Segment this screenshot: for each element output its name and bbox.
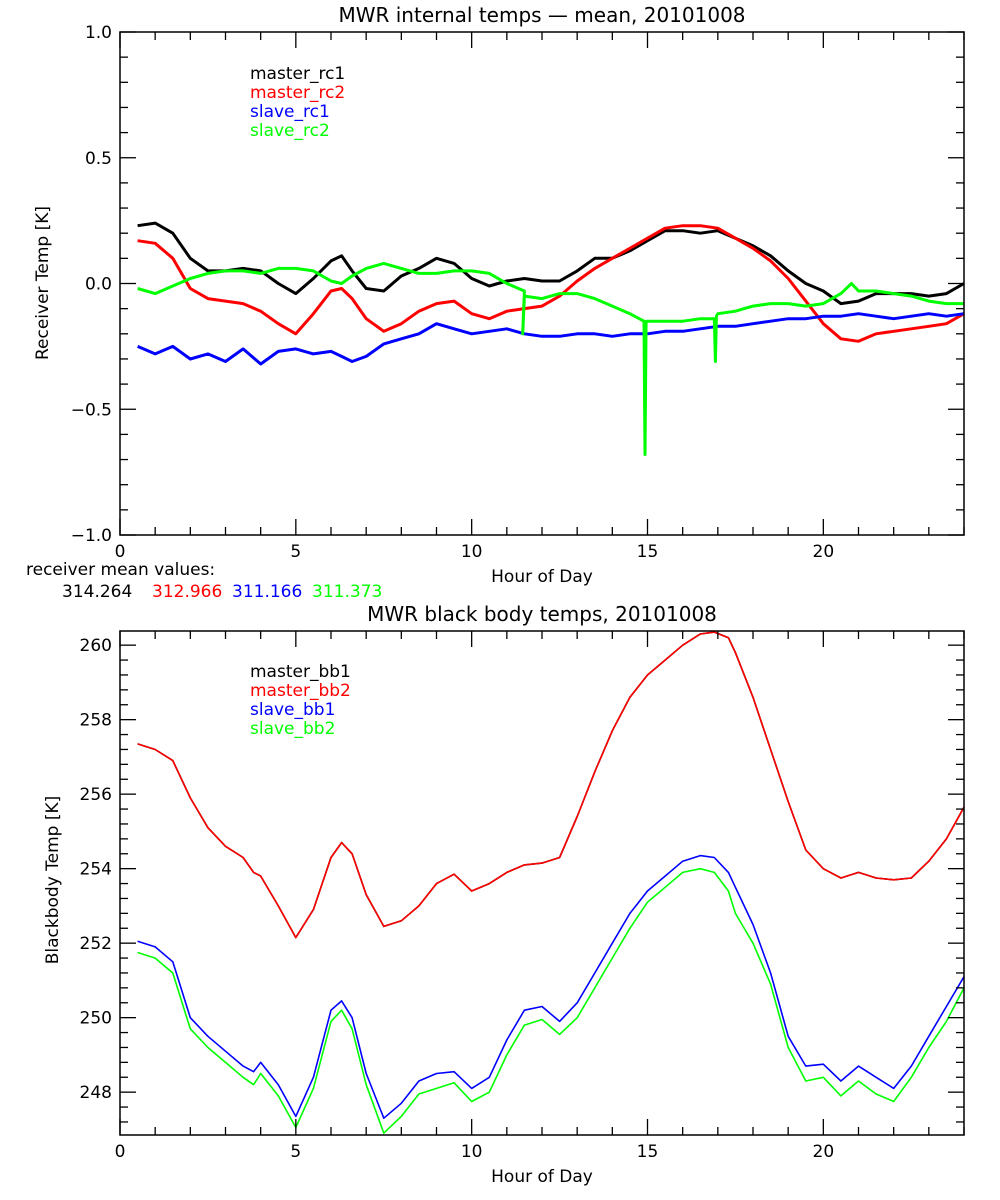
- y-tick-label: 250: [80, 1009, 112, 1029]
- legend-item-master-rc1: master_rc1: [250, 64, 345, 84]
- series-line-slave-bb2: [137, 867, 965, 1134]
- x-tick-label: 10: [461, 542, 483, 562]
- legend-item-master-rc2: master_rc2: [250, 83, 345, 103]
- receiver-mean-value: 312.966: [152, 582, 222, 602]
- y-tick-label: 252: [80, 934, 112, 954]
- receiver-mean-label: receiver mean values:: [26, 560, 215, 580]
- blackbody-temp-plot: MWR black body temps, 20101008 0 5 10 15 20 2…: [43, 602, 965, 1187]
- x-tick-label: 0: [115, 542, 126, 562]
- top-plot-ticks: 0 5 10 15 20 −1.0 −0.5 0.0 0.5 1.0: [71, 23, 965, 562]
- legend-item-slave-rc2: slave_rc2: [250, 121, 330, 141]
- series-line-master-rc1: [137, 221, 965, 306]
- receiver-temp-plot: MWR internal temps — mean, 20101008 0 5 10…: [26, 3, 965, 602]
- top-plot-ylabel: Receiver Temp [K]: [33, 206, 53, 360]
- y-tick-label: −1.0: [71, 526, 112, 546]
- bottom-plot-title: MWR black body temps, 20101008: [367, 602, 717, 626]
- legend-item-master-bb2: master_bb2: [250, 681, 351, 701]
- legend-item-slave-rc1: slave_rc1: [250, 102, 330, 122]
- legend-item-slave-bb2: slave_bb2: [250, 719, 335, 739]
- x-tick-label: 20: [813, 1142, 835, 1162]
- series-line-slave-rc2: [137, 261, 964, 456]
- y-tick-label: 256: [80, 785, 112, 805]
- bottom-plot-ticks: 0 5 10 15 20 248 250 252 254 256 258 260: [80, 631, 965, 1162]
- x-tick-label: 15: [637, 1142, 659, 1162]
- receiver-mean-value: 311.166: [232, 582, 302, 602]
- top-plot-xlabel: Hour of Day: [491, 567, 593, 587]
- y-tick-label: −0.5: [71, 400, 112, 420]
- x-tick-label: 10: [461, 1142, 483, 1162]
- receiver-mean-values: 314.264 312.966 311.166 311.373: [62, 582, 382, 602]
- top-plot-title: MWR internal temps — mean, 20101008: [338, 3, 745, 27]
- receiver-mean-value: 314.264: [62, 582, 132, 602]
- y-tick-label: 0.5: [85, 149, 112, 169]
- y-tick-label: 1.0: [85, 23, 112, 43]
- bottom-plot-ylabel: Blackbody Temp [K]: [43, 796, 63, 965]
- y-tick-label: 248: [80, 1083, 112, 1103]
- x-tick-label: 5: [290, 542, 301, 562]
- legend-item-master-bb1: master_bb1: [250, 662, 351, 682]
- y-tick-label: 0.0: [85, 275, 112, 295]
- series-line-slave-bb1: [137, 854, 965, 1119]
- y-tick-label: 260: [80, 636, 112, 656]
- series-line-slave-rc1: [137, 312, 965, 366]
- x-tick-label: 5: [290, 1142, 301, 1162]
- legend-item-slave-bb1: slave_bb1: [250, 700, 335, 720]
- bottom-plot-frame: [119, 630, 965, 1136]
- series-line-master-rc2: [137, 224, 965, 343]
- top-plot-frame: [119, 31, 965, 536]
- y-tick-label: 254: [80, 860, 112, 880]
- bottom-plot-xlabel: Hour of Day: [491, 1167, 593, 1187]
- bottom-plot-series-group: [137, 631, 965, 1134]
- x-tick-label: 15: [637, 542, 659, 562]
- receiver-mean-value: 311.373: [312, 582, 382, 602]
- x-tick-label: 20: [813, 542, 835, 562]
- x-tick-label: 0: [115, 1142, 126, 1162]
- series-line-master-bb2: [137, 631, 965, 939]
- y-tick-label: 258: [80, 711, 112, 731]
- top-plot-series-group: [137, 221, 965, 456]
